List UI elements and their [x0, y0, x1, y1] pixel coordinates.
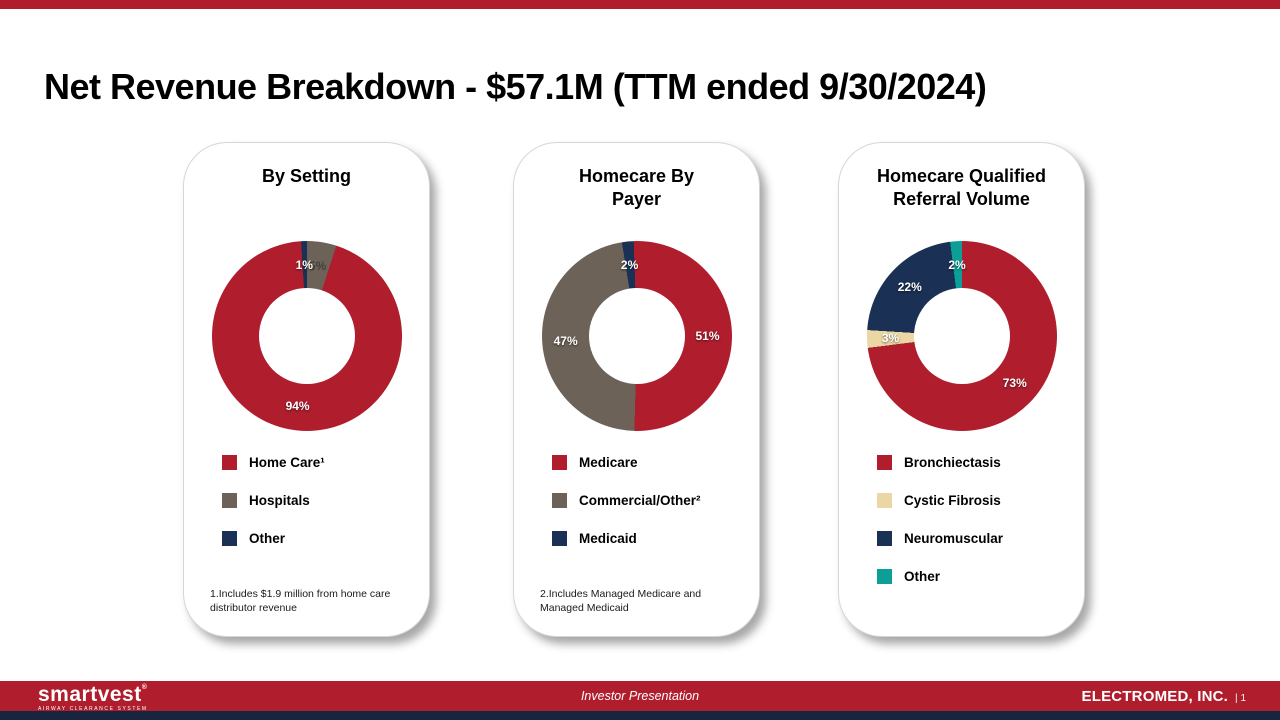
chart-legend-by-setting: Home Care¹ Hospitals Other — [222, 455, 411, 546]
legend-label: Medicare — [579, 455, 638, 470]
footer-presentation-label: Investor Presentation — [580, 689, 700, 703]
legend-label: Neuromuscular — [904, 531, 1004, 546]
legend-swatch — [877, 455, 892, 470]
slice-label: 5% — [308, 258, 327, 273]
donut-chart-by-setting: 5% 94% 1% — [211, 241, 402, 431]
chart-title-referral-volume: Homecare Qualified Referral Volume — [876, 166, 1047, 210]
legend-item: Neuromuscular — [877, 531, 1066, 546]
slice-label: 3% — [881, 331, 900, 346]
slice-label: 2% — [948, 258, 966, 273]
donut-hole — [588, 288, 685, 384]
top-accent-bar — [0, 0, 1280, 9]
legend-swatch — [222, 455, 237, 470]
legend-swatch — [222, 493, 237, 508]
legend-label: Hospitals — [249, 493, 310, 508]
legend-swatch — [222, 531, 237, 546]
legend-swatch — [552, 531, 567, 546]
legend-label: Home Care¹ — [249, 455, 325, 470]
legend-label: Other — [249, 531, 286, 546]
legend-item: Hospitals — [222, 493, 411, 508]
company-name: ELECTROMED, INC. — [1081, 688, 1229, 705]
legend-swatch — [877, 569, 892, 584]
logo-text-row: smartvest® — [38, 684, 148, 705]
chart-legend-referral-volume: Bronchiectasis Cystic Fibrosis Neuromuscul… — [877, 455, 1066, 584]
donut-hole — [258, 288, 355, 384]
slice-label: 1% — [295, 258, 313, 273]
legend-item: Cystic Fibrosis — [877, 493, 1066, 508]
donut-chart-referral-volume: 73% 3% 22% 2% — [866, 241, 1057, 431]
legend-item: Home Care¹ — [222, 455, 411, 470]
legend-item: Medicare — [552, 455, 741, 470]
chart-title-by-setting: By Setting — [261, 166, 351, 186]
legend-item: Other — [222, 531, 411, 546]
legend-item: Bronchiectasis — [877, 455, 1066, 470]
slice-label: 22% — [897, 280, 922, 295]
footer-divider: | — [1235, 693, 1238, 704]
legend-item: Medicaid — [552, 531, 741, 546]
slice-label: 73% — [1002, 375, 1027, 390]
donut-chart-homecare-by-payer: 51% 47% 2% — [541, 241, 732, 431]
chart-card-referral-volume: Homecare Qualified Referral Volume 73% 3%… — [838, 142, 1085, 637]
chart-title-homecare-by-payer: Homecare By Payer — [578, 166, 695, 210]
chart-footnote-2: 2.Includes Managed Medicare and Managed … — [540, 588, 702, 615]
footer-bar: smartvest® AIRWAY CLEARANCE SYSTEM Inves… — [0, 681, 1280, 712]
legend-label: Medicaid — [579, 531, 637, 546]
legend-swatch — [877, 493, 892, 508]
slice-label: 2% — [620, 258, 639, 273]
legend-label: Bronchiectasis — [904, 455, 1001, 470]
chart-legend-homecare-by-payer: Medicare Commercial/Other² Medicaid — [552, 455, 741, 546]
legend-item: Other — [877, 569, 1066, 584]
logo-subtitle: AIRWAY CLEARANCE SYSTEM — [38, 706, 148, 712]
legend-swatch — [877, 531, 892, 546]
slice-label: 51% — [695, 328, 720, 343]
bottom-navy-strip — [0, 711, 1280, 720]
smartvest-logo: smartvest® AIRWAY CLEARANCE SYSTEM — [38, 684, 148, 712]
legend-swatch — [552, 455, 567, 470]
page-number: 1 — [1240, 693, 1246, 704]
logo-registered-mark: ® — [141, 684, 148, 691]
donut-hole — [913, 288, 1010, 384]
legend-item: Commercial/Other² — [552, 493, 741, 508]
footer-company-block: ELECTROMED, INC. | 1 — [1082, 688, 1247, 705]
chart-card-by-setting: By Setting 5% 94% 1% Home Care¹ Hospitals Ot… — [183, 142, 430, 637]
legend-label: Other — [904, 569, 941, 584]
logo-text: smartvest — [38, 683, 142, 706]
slice-label: 47% — [553, 333, 578, 348]
legend-swatch — [552, 493, 567, 508]
chart-card-homecare-by-payer: Homecare By Payer 51% 47% 2% Medicare Comme… — [513, 142, 760, 637]
slice-label: 94% — [285, 399, 310, 414]
legend-label: Commercial/Other² — [579, 493, 701, 508]
legend-label: Cystic Fibrosis — [904, 493, 1001, 508]
page-number-block: | 1 — [1235, 693, 1246, 704]
chart-footnote-1: 1.Includes $1.9 million from home care d… — [210, 588, 391, 615]
slide-title: Net Revenue Breakdown - $57.1M (TTM ende… — [44, 66, 987, 107]
